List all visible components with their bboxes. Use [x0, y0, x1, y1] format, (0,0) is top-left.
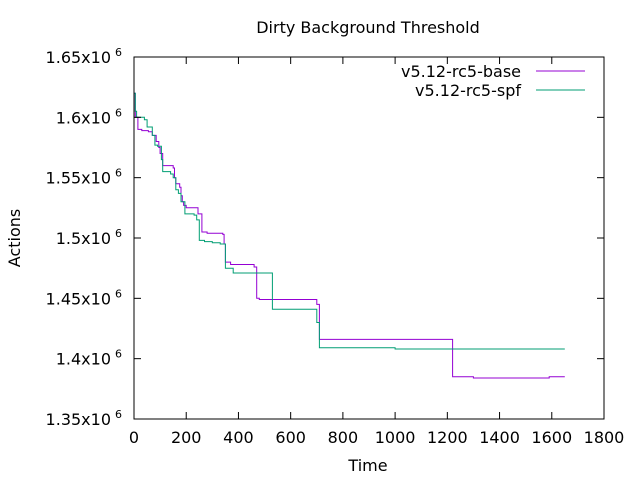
- x-tick-label: 200: [171, 428, 202, 447]
- legend-label-2: v5.12-rc5-spf: [415, 81, 521, 100]
- y-tick-label: 1.35x10 6: [46, 408, 122, 429]
- y-tick-exponent: 6: [115, 348, 122, 361]
- x-tick-label: 1400: [479, 428, 520, 447]
- y-tick-exponent: 6: [115, 408, 122, 421]
- x-tick-label: 600: [275, 428, 306, 447]
- plot-frame: [133, 56, 605, 420]
- x-axis-ticks: 0 200 400 600 800 1000 1200 1400 1600 1800: [129, 57, 624, 447]
- y-tick-exponent: 6: [115, 227, 122, 240]
- x-tick-label: 1200: [427, 428, 468, 447]
- legend-label-1: v5.12-rc5-base: [401, 62, 521, 81]
- y-tick-mantissa: 1.6x10: [56, 108, 111, 127]
- series-line-2: [134, 92, 565, 350]
- y-tick-mantissa: 1.55x10: [46, 169, 111, 188]
- y-tick-exponent: 6: [115, 46, 122, 59]
- y-tick-exponent: 6: [115, 106, 122, 119]
- y-tick-label: 1.5x10 6: [56, 227, 122, 248]
- y-tick-mantissa: 1.5x10: [56, 229, 111, 248]
- y-tick-label: 1.6x10 6: [56, 106, 122, 127]
- y-tick-mantissa: 1.65x10: [46, 48, 111, 67]
- y-tick-label: 1.55x10 6: [46, 167, 122, 188]
- x-tick-label: 1000: [375, 428, 416, 447]
- series-line-1: [134, 92, 565, 379]
- y-tick-mantissa: 1.4x10: [56, 350, 111, 369]
- y-axis-ticks: 1.35x10 61.4x10 61.45x10 61.5x10 61.55x10 61.…: [46, 46, 604, 429]
- y-tick-label: 1.45x10 6: [46, 287, 122, 308]
- chart-title: Dirty Background Threshold: [256, 18, 480, 37]
- x-tick-label: 800: [328, 428, 359, 447]
- y-tick-mantissa: 1.45x10: [46, 289, 111, 308]
- plot-series: [134, 92, 565, 379]
- x-tick-label: 400: [223, 428, 254, 447]
- x-tick-label: 0: [129, 428, 139, 447]
- x-axis-label: Time: [347, 456, 387, 475]
- y-tick-exponent: 6: [115, 287, 122, 300]
- y-tick-label: 1.4x10 6: [56, 348, 122, 369]
- x-tick-label: 1800: [584, 428, 625, 447]
- x-tick-label: 1600: [531, 428, 572, 447]
- y-tick-label: 1.65x10 6: [46, 46, 122, 67]
- y-tick-exponent: 6: [115, 167, 122, 180]
- y-axis-label: Actions: [5, 209, 24, 267]
- y-tick-mantissa: 1.35x10: [46, 410, 111, 429]
